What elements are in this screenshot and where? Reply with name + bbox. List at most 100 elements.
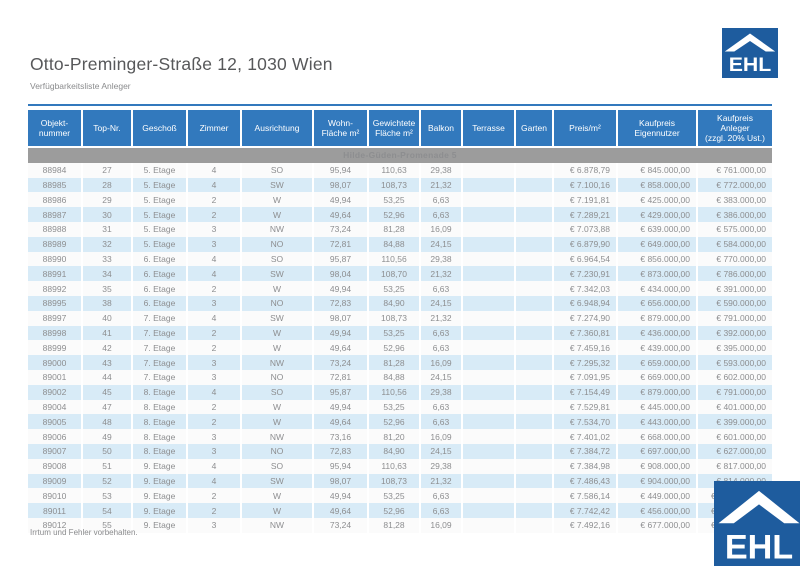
col-header-gewichtete_flaeche: Gewichtete Fläche m²	[367, 110, 420, 147]
cell-geschoss: 5. Etage	[131, 236, 187, 252]
cell-geschoss: 9. Etage	[131, 517, 187, 533]
cell-terrasse	[461, 369, 515, 385]
cell-balkon: 6,63	[419, 399, 462, 415]
cell-kaufpreis_eigennutzer: € 639.000,00	[616, 221, 697, 237]
cell-kaufpreis_eigennutzer: € 856.000,00	[616, 251, 697, 267]
cell-zimmer: 4	[186, 473, 241, 489]
cell-top_nr: 38	[81, 295, 132, 311]
cell-balkon: 6,63	[419, 281, 462, 296]
cell-objektnummer: 88985	[28, 177, 82, 193]
cell-top_nr: 54	[81, 503, 132, 518]
cell-ausrichtung: W	[240, 488, 313, 504]
cell-garten	[514, 369, 553, 385]
cell-garten	[514, 266, 553, 282]
cell-geschoss: 6. Etage	[131, 281, 187, 296]
cell-top_nr: 55	[81, 517, 132, 533]
cell-zimmer: 4	[186, 162, 241, 178]
cell-preis_m2: € 6.948,94	[552, 295, 617, 311]
table-row: 88997 40 7. Etage 4 SW 98,07 108,73 21,32 € 7.27…	[28, 310, 772, 326]
cell-terrasse	[461, 310, 515, 326]
cell-kaufpreis_anleger: € 584.000,00	[696, 236, 772, 252]
cell-preis_m2: € 7.384,98	[552, 458, 617, 474]
cell-preis_m2: € 7.342,03	[552, 281, 617, 296]
cell-geschoss: 8. Etage	[131, 399, 187, 415]
group-row: Hilde-Güden-Promenade 5	[28, 146, 772, 163]
table-row: 88988 31 5. Etage 3 NW 73,24 81,28 16,09 € 7.073…	[28, 221, 772, 237]
disclaimer-text: Irrtum und Fehler vorbehalten.	[30, 528, 138, 537]
table-row: 88989 32 5. Etage 3 NO 72,81 84,88 24,15 € 6.879…	[28, 236, 772, 252]
cell-objektnummer: 88988	[28, 221, 82, 237]
cell-kaufpreis_eigennutzer: € 449.000,00	[616, 488, 697, 504]
cell-ausrichtung: NO	[240, 295, 313, 311]
cell-objektnummer: 88998	[28, 325, 82, 341]
cell-top_nr: 45	[81, 384, 132, 400]
cell-top_nr: 29	[81, 192, 132, 208]
cell-terrasse	[461, 414, 515, 430]
cell-kaufpreis_eigennutzer: € 879.000,00	[616, 384, 697, 400]
cell-balkon: 6,63	[419, 414, 462, 430]
cell-kaufpreis_eigennutzer: € 434.000,00	[616, 281, 697, 296]
cell-zimmer: 4	[186, 310, 241, 326]
cell-wohnflaeche: 73,24	[312, 517, 368, 533]
cell-terrasse	[461, 503, 515, 518]
cell-garten	[514, 340, 553, 356]
cell-garten	[514, 429, 553, 444]
cell-gewichtete_flaeche: 110,63	[367, 458, 420, 474]
cell-terrasse	[461, 517, 515, 533]
cell-balkon: 6,63	[419, 503, 462, 518]
cell-wohnflaeche: 72,83	[312, 295, 368, 311]
cell-kaufpreis_anleger: € 761.000,00	[696, 162, 772, 178]
cell-garten	[514, 414, 553, 430]
cell-balkon: 29,38	[419, 162, 462, 178]
cell-garten	[514, 281, 553, 296]
cell-terrasse	[461, 473, 515, 489]
cell-zimmer: 3	[186, 295, 241, 311]
cell-zimmer: 2	[186, 488, 241, 504]
cell-objektnummer: 89009	[28, 473, 82, 489]
cell-terrasse	[461, 340, 515, 356]
cell-objektnummer: 88987	[28, 207, 82, 222]
cell-ausrichtung: SW	[240, 473, 313, 489]
cell-ausrichtung: W	[240, 503, 313, 518]
cell-zimmer: 3	[186, 221, 241, 237]
cell-zimmer: 4	[186, 384, 241, 400]
cell-top_nr: 42	[81, 340, 132, 356]
cell-garten	[514, 503, 553, 518]
cell-balkon: 16,09	[419, 429, 462, 444]
cell-balkon: 29,38	[419, 251, 462, 267]
table-row: 88985 28 5. Etage 4 SW 98,07 108,73 21,32 € 7.10…	[28, 177, 772, 193]
cell-objektnummer: 88999	[28, 340, 82, 356]
cell-balkon: 16,09	[419, 517, 462, 533]
cell-terrasse	[461, 399, 515, 415]
cell-balkon: 6,63	[419, 207, 462, 222]
cell-geschoss: 7. Etage	[131, 355, 187, 370]
cell-wohnflaeche: 95,87	[312, 384, 368, 400]
table-row: 89000 43 7. Etage 3 NW 73,24 81,28 16,09 € 7.295…	[28, 355, 772, 370]
cell-top_nr: 35	[81, 281, 132, 296]
cell-ausrichtung: NW	[240, 355, 313, 370]
page-title: Otto-Preminger-Straße 12, 1030 Wien	[30, 54, 333, 74]
cell-gewichtete_flaeche: 108,73	[367, 177, 420, 193]
table-top-rule	[28, 104, 772, 106]
cell-zimmer: 2	[186, 399, 241, 415]
cell-objektnummer: 89010	[28, 488, 82, 504]
cell-preis_m2: € 7.486,43	[552, 473, 617, 489]
cell-terrasse	[461, 458, 515, 474]
cell-garten	[514, 458, 553, 474]
cell-garten	[514, 399, 553, 415]
cell-kaufpreis_eigennutzer: € 697.000,00	[616, 443, 697, 459]
cell-garten	[514, 473, 553, 489]
cell-garten	[514, 251, 553, 267]
cell-wohnflaeche: 98,04	[312, 266, 368, 282]
table-row: 88992 35 6. Etage 2 W 49,94 53,25 6,63 € 7.342,0…	[28, 281, 772, 296]
cell-top_nr: 34	[81, 266, 132, 282]
cell-garten	[514, 221, 553, 237]
col-header-ausrichtung: Ausrichtung	[240, 110, 313, 147]
table-row: 89007 50 8. Etage 3 NO 72,83 84,90 24,15 € 7.384…	[28, 443, 772, 459]
cell-zimmer: 4	[186, 251, 241, 267]
cell-terrasse	[461, 443, 515, 459]
cell-objektnummer: 89002	[28, 384, 82, 400]
table-row: 89004 47 8. Etage 2 W 49,94 53,25 6,63 € 7.529,8…	[28, 399, 772, 415]
table-row: 89005 48 8. Etage 2 W 49,64 52,96 6,63 € 7.534,7…	[28, 414, 772, 430]
cell-top_nr: 49	[81, 429, 132, 444]
